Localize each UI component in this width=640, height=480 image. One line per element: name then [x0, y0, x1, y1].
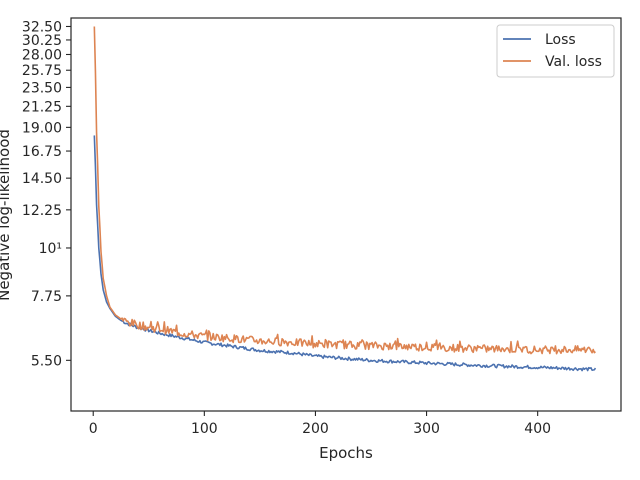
y-tick-label: 19.00	[22, 120, 62, 136]
x-axis-label: Epochs	[319, 444, 373, 462]
y-tick-label: 21.25	[22, 99, 62, 115]
legend: Loss Val. loss	[496, 24, 615, 78]
y-tick-label: 7.75	[31, 289, 62, 305]
x-tick-label: 400	[524, 421, 551, 437]
y-tick-label: 5.50	[31, 353, 62, 369]
x-axis: 0 100 200 300 400	[89, 411, 551, 437]
y-axis: 5.50 7.75 10¹ 12.25 14.50 16.75 19.00 21.25 23.5…	[22, 19, 71, 369]
y-tick-label: 28.00	[22, 47, 62, 63]
legend-label-loss: Loss	[545, 32, 576, 48]
legend-box	[496, 24, 615, 78]
y-axis-label: Negative log-likelihood	[0, 129, 13, 301]
x-tick-label: 300	[413, 421, 440, 437]
y-tick-label: 10¹	[39, 241, 62, 257]
y-tick-label: 12.25	[22, 203, 62, 219]
series-layer	[93, 26, 597, 372]
legend-label-val-loss: Val. loss	[545, 54, 602, 70]
plot-area	[70, 17, 622, 412]
x-tick-label: 200	[302, 421, 329, 437]
x-tick-label: 0	[89, 421, 98, 437]
y-tick-label: 23.50	[22, 80, 62, 96]
y-tick-label: 30.25	[22, 33, 62, 49]
axes-frame	[70, 17, 622, 412]
x-tick-label: 100	[191, 421, 218, 437]
y-tick-label: 16.75	[22, 144, 62, 160]
y-tick-label: 25.75	[22, 63, 62, 79]
series-line-val-loss	[93, 26, 596, 355]
y-tick-label: 32.50	[22, 19, 62, 35]
y-tick-label: 14.50	[22, 171, 62, 187]
